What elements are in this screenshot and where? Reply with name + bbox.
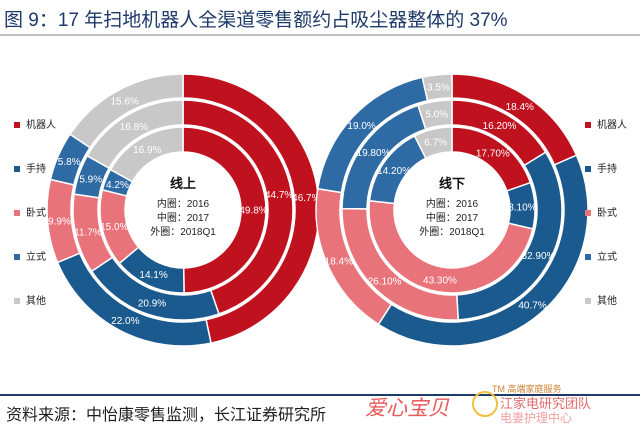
slice-label-1-1-2: 26.10% xyxy=(368,276,402,287)
title-divider xyxy=(0,34,640,36)
slice-1-1-4 xyxy=(417,99,453,131)
slice-label-0-0-1: 14.1% xyxy=(139,270,167,281)
watermark-line3: 电妻护理中心 xyxy=(500,411,573,425)
watermark-line2: 江家电研究团队 xyxy=(500,396,592,411)
legend-swatch-1-2 xyxy=(585,210,591,216)
footer-divider xyxy=(0,394,640,396)
legend-label-1-1: 手持 xyxy=(597,162,617,175)
ring-legend-1-0: 内圈：2016 xyxy=(426,197,479,210)
slice-0-1-4 xyxy=(86,99,184,170)
legend-label-0-3: 立式 xyxy=(26,250,46,263)
ring-legend-1-2: 外圈：2018Q1 xyxy=(419,226,485,238)
slice-label-1-2-0: 18.4% xyxy=(506,102,534,113)
slice-label-1-1-4: 5.0% xyxy=(425,110,448,121)
center-title-1: 线下 xyxy=(439,176,465,191)
slice-label-1-1-1: 32.90% xyxy=(521,251,555,262)
slice-label-1-0-2: 43.30% xyxy=(423,275,457,286)
slice-label-1-0-3: 14.20% xyxy=(377,166,411,177)
slice-label-1-2-2: 18.4% xyxy=(325,257,353,268)
legend-swatch-1-4 xyxy=(585,298,591,304)
legend-label-1-3: 立式 xyxy=(597,250,617,263)
legend-swatch-1-0 xyxy=(585,122,591,128)
legend-label-1-4: 其他 xyxy=(597,294,617,307)
donut-charts: 49.8% 14.1% 15.0% 4.2% 16.9% 44.7% 20.9% 11.7% 5… xyxy=(14,73,627,347)
slice-label-0-0-3: 4.2% xyxy=(106,180,129,191)
slice-label-0-1-1: 20.9% xyxy=(138,298,166,309)
watermark-logo-icon xyxy=(472,391,498,417)
slice-label-0-0-2: 15.0% xyxy=(100,222,128,233)
slice-label-0-2-2: 9.9% xyxy=(48,217,71,228)
slice-label-1-0-0: 17.70% xyxy=(476,149,510,160)
watermark-text: 爱心宝贝 xyxy=(365,397,449,420)
ring-legend-1-1: 中圈：2017 xyxy=(426,211,479,224)
slice-label-1-0-4: 6.7% xyxy=(424,137,447,148)
slice-label-0-2-0: 46.7% xyxy=(292,193,320,204)
slice-label-0-2-4: 15.6% xyxy=(110,97,138,108)
slice-label-0-2-3: 5.8% xyxy=(58,157,81,168)
title-bar: 图 9：17 年扫地机器人全渠道零售额约占吸尘器整体的 37% xyxy=(0,0,640,34)
legend-swatch-0-3 xyxy=(14,254,20,260)
slice-label-0-1-4: 16.8% xyxy=(120,122,148,133)
legend-label-0-2: 卧式 xyxy=(26,206,46,219)
legend-swatch-0-0 xyxy=(14,122,20,128)
slice-label-1-1-0: 16.20% xyxy=(483,121,517,132)
legend-label-0-0: 机器人 xyxy=(26,118,56,131)
slice-1-0-4 xyxy=(413,126,453,160)
center-title-0: 线上 xyxy=(170,176,196,191)
slice-label-1-1-3: 19.80% xyxy=(357,148,391,159)
watermark-line1: TM 高端家庭服务 xyxy=(492,384,562,394)
slice-label-0-1-2: 11.7% xyxy=(74,228,102,239)
legend-label-1-2: 卧式 xyxy=(597,206,617,219)
legend-label-0-1: 手持 xyxy=(26,162,46,175)
ring-legend-0-1: 中圈：2017 xyxy=(157,211,210,224)
slice-label-1-2-3: 19.0% xyxy=(347,121,375,132)
legend-label-0-4: 其他 xyxy=(26,294,46,307)
chart-title: 图 9：17 年扫地机器人全渠道零售额约占吸尘器整体的 37% xyxy=(4,10,508,31)
legend-swatch-0-1 xyxy=(14,166,20,172)
slice-0-2-4 xyxy=(68,73,184,149)
slice-label-1-2-4: 3.5% xyxy=(427,83,450,94)
ring-legend-0-0: 内圈：2016 xyxy=(157,197,210,210)
legend-swatch-1-1 xyxy=(585,166,591,172)
ring-legend-0-2: 外圈：2018Q1 xyxy=(150,226,216,238)
slice-label-0-1-0: 44.7% xyxy=(265,190,293,201)
slice-1-2-4 xyxy=(421,73,453,102)
legend-label-1-0: 机器人 xyxy=(597,118,627,131)
slice-1-0-2 xyxy=(368,199,534,294)
slice-0-0-0 xyxy=(182,126,267,294)
slice-label-0-0-0: 49.8% xyxy=(239,206,267,217)
slice-label-0-0-4: 16.9% xyxy=(133,145,161,156)
slice-label-1-2-1: 40.7% xyxy=(518,300,546,311)
slice-label-0-1-3: 5.9% xyxy=(79,174,102,185)
legend-swatch-0-4 xyxy=(14,298,20,304)
slice-label-1-0-1: 8.10% xyxy=(508,202,536,213)
legend-swatch-0-2 xyxy=(14,210,20,216)
legend-swatch-1-3 xyxy=(585,254,591,260)
slice-0-0-4 xyxy=(109,126,184,183)
slice-label-0-2-1: 22.0% xyxy=(111,316,139,327)
source-note: 资料来源：中怡康零售监测，长江证券研究所 xyxy=(6,407,327,424)
